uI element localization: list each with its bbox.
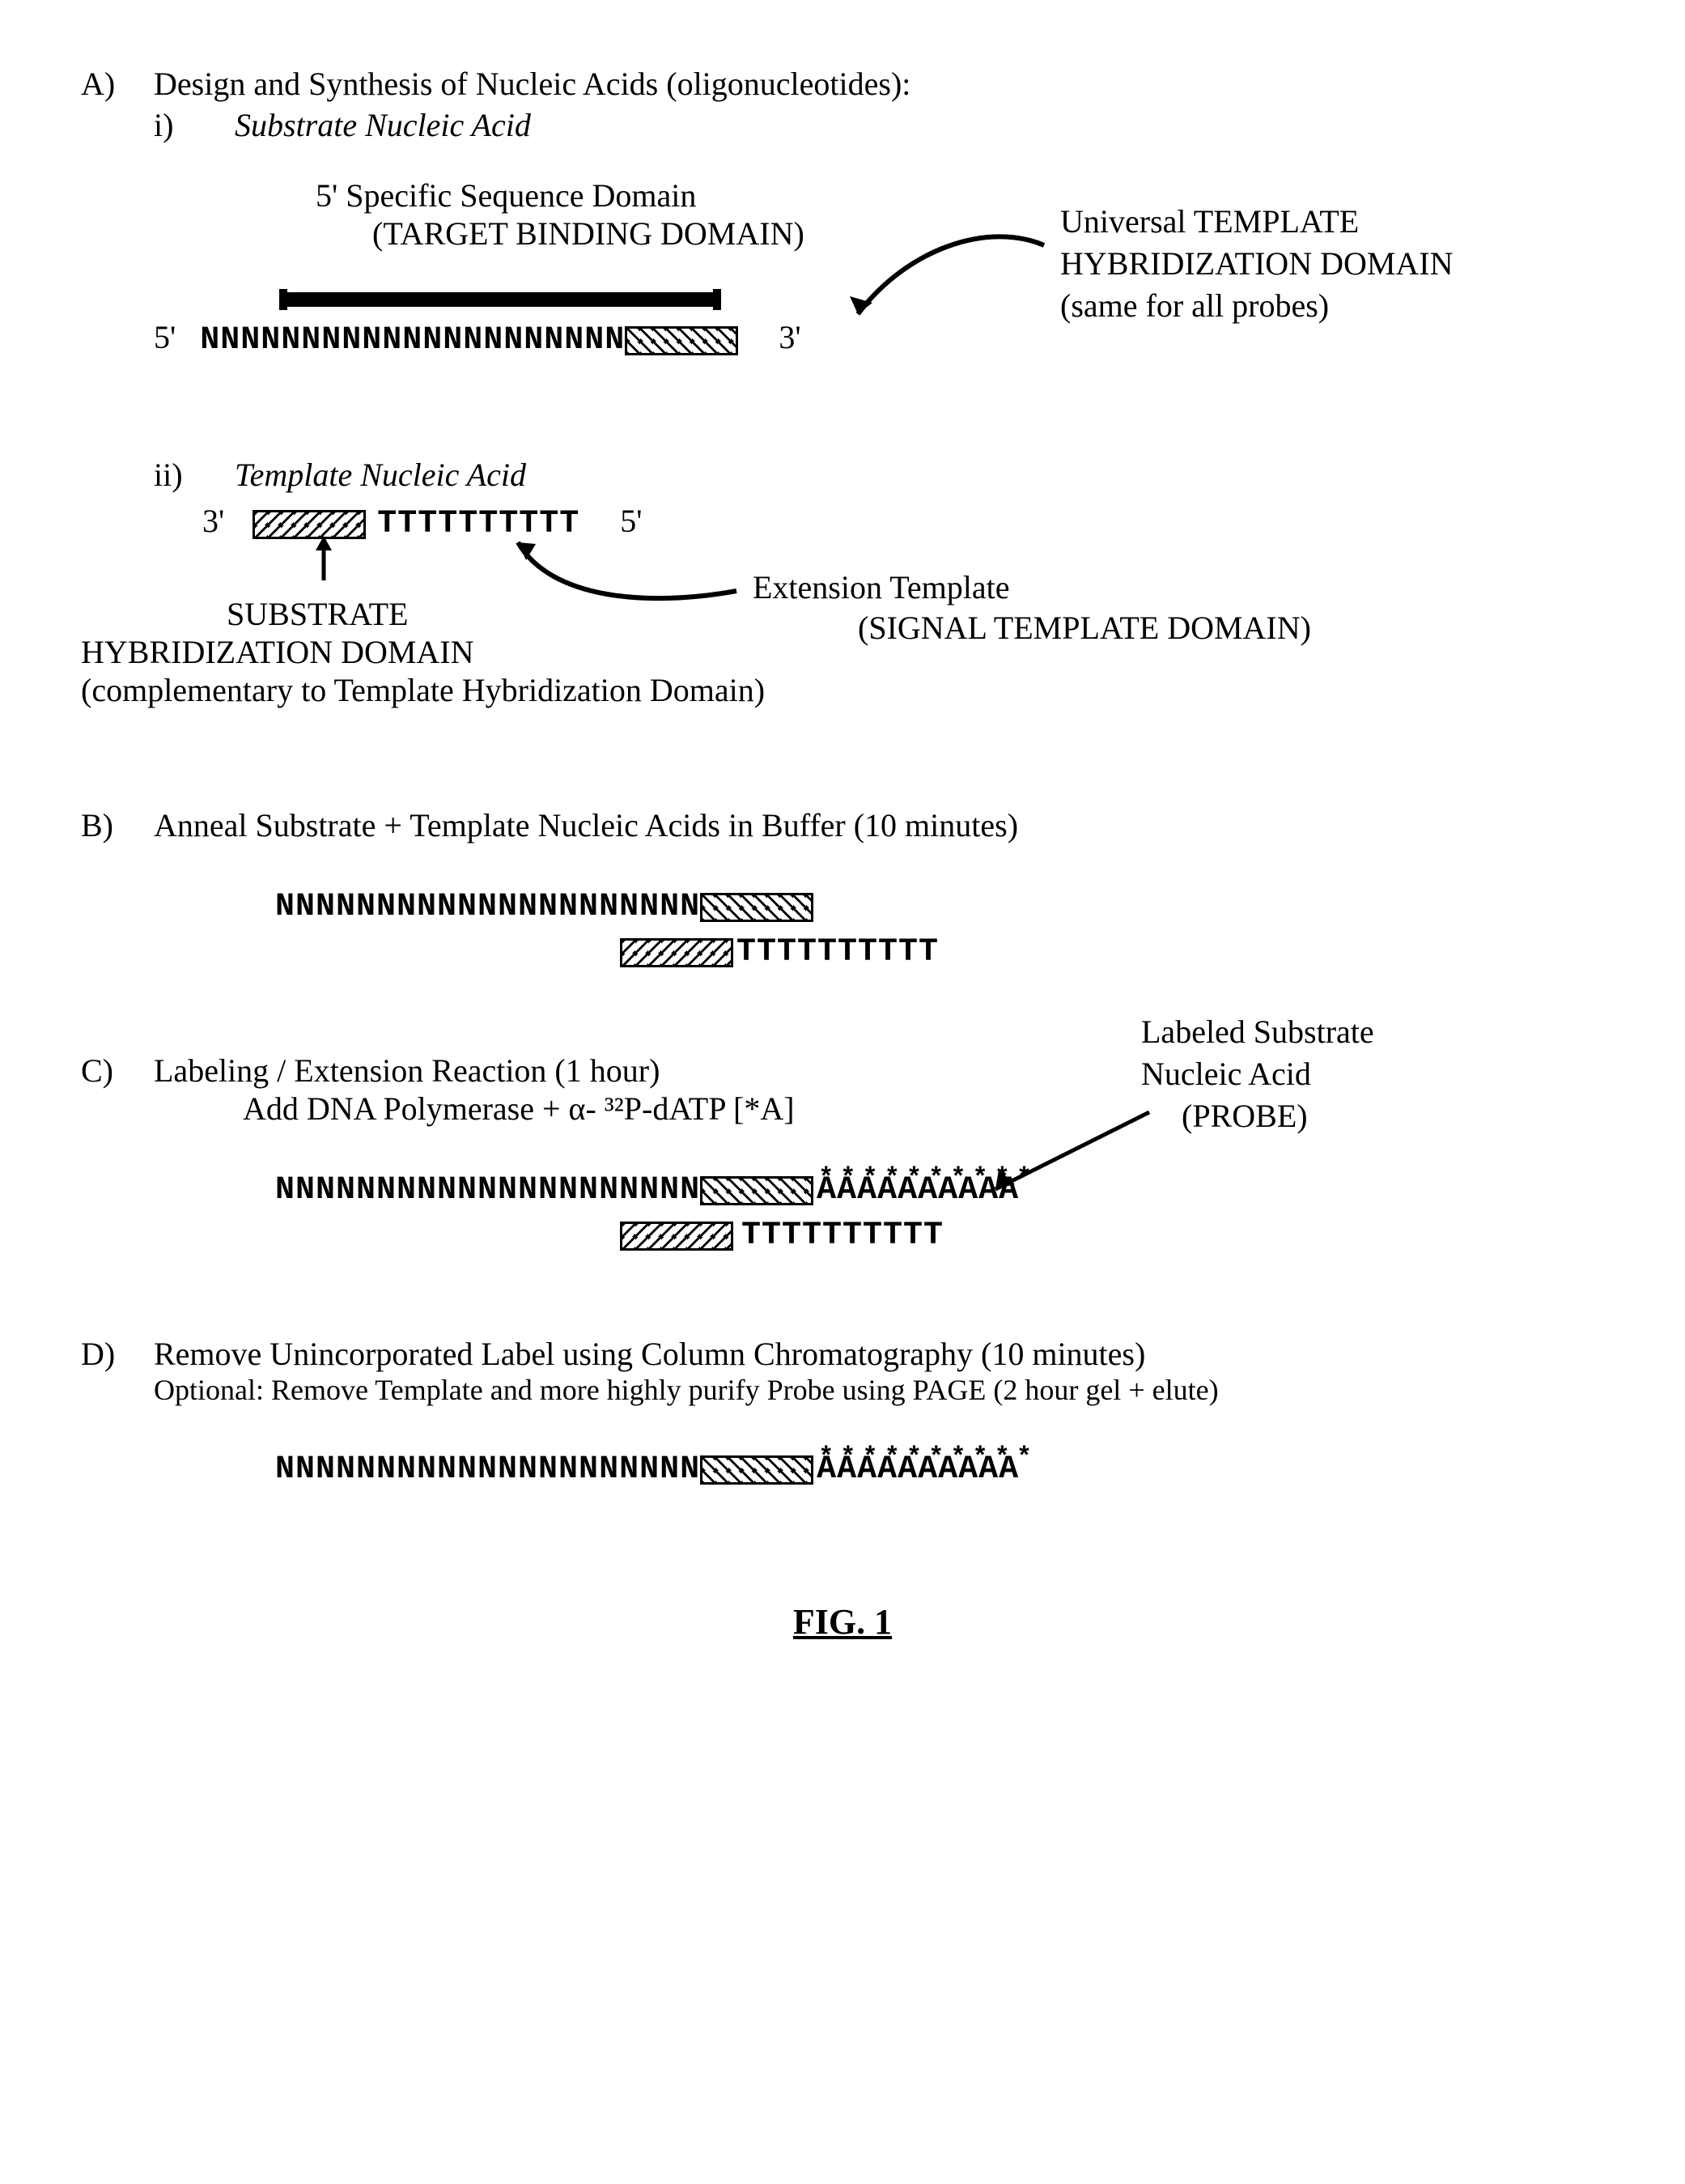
b-tseq: TTTTTTTTTT xyxy=(736,934,939,971)
d-row1: NNNNNNNNNNNNNNNNNNNNN ********** AAAAAAA… xyxy=(275,1447,1604,1488)
d-stars: ********** xyxy=(818,1443,1038,1472)
a-i-5prime: 5' xyxy=(154,319,176,355)
section-a-ii-label: Template Nucleic Acid xyxy=(235,456,526,494)
a-ii-right-label: Extension Template xyxy=(753,567,1010,609)
section-c-sub: Add DNA Polymerase + α- ³²P-dATP [*A] xyxy=(243,1090,1604,1128)
a-i-right-label: Universal TEMPLATE HYBRIDIZATION DOMAIN … xyxy=(1060,201,1454,327)
substrate-hyb-domain-box xyxy=(253,510,366,539)
c-right-2: Nucleic Acid xyxy=(1141,1053,1374,1095)
a-ii-right-label-2: (SIGNAL TEMPLATE DOMAIN) xyxy=(858,607,1311,649)
template-hyb-domain-box xyxy=(625,326,738,355)
b-hatch-top xyxy=(700,893,813,922)
section-a-i-diagram: 5' Specific Sequence Domain (TARGET BIND… xyxy=(154,176,1604,359)
c-right-3: (PROBE) xyxy=(1182,1095,1374,1137)
b-hatch-bottom xyxy=(620,938,733,967)
a-ii-right-2: (SIGNAL TEMPLATE DOMAIN) xyxy=(858,610,1311,646)
section-b: B) Anneal Substrate + Template Nucleic A… xyxy=(81,806,1604,971)
c-nseq: NNNNNNNNNNNNNNNNNNNNN xyxy=(275,1172,700,1209)
arrow-up-to-substrate-icon xyxy=(312,536,336,584)
c-hatch-top xyxy=(700,1176,813,1205)
section-a: A) Design and Synthesis of Nucleic Acids… xyxy=(81,65,1604,709)
section-a-title: Design and Synthesis of Nucleic Acids (o… xyxy=(154,65,1604,103)
c-hatch-bottom xyxy=(620,1222,733,1251)
c-tseq: TTTTTTTTTT xyxy=(741,1217,944,1254)
c-right-1: Labeled Substrate xyxy=(1141,1011,1374,1053)
a-i-right-3: (same for all probes) xyxy=(1060,285,1454,327)
a-ii-left-3: (complementary to Template Hybridization… xyxy=(81,671,1604,709)
section-a-i-num: i) xyxy=(154,106,235,144)
target-binding-bar xyxy=(282,292,719,307)
section-b-title: Anneal Substrate + Template Nucleic Acid… xyxy=(154,806,1604,844)
section-c: C) Labeling / Extension Reaction (1 hour… xyxy=(81,1052,1604,1254)
b-row1: NNNNNNNNNNNNNNNNNNNNN xyxy=(275,885,1604,925)
section-c-body: Labeling / Extension Reaction (1 hour) A… xyxy=(154,1052,1604,1254)
d-hatch xyxy=(700,1455,813,1485)
section-d: D) Remove Unincorporated Label using Col… xyxy=(81,1335,1604,1488)
a-ii-3prime: 3' xyxy=(202,503,224,539)
section-d-sub: Optional: Remove Template and more highl… xyxy=(154,1373,1604,1407)
section-d-title: Remove Unincorporated Label using Column… xyxy=(154,1335,1604,1373)
a-ii-left-2: HYBRIDIZATION DOMAIN xyxy=(81,633,1604,671)
section-c-diagram: NNNNNNNNNNNNNNNNNNNNN ********** AAAAAAA… xyxy=(275,1168,1604,1254)
b-row2: TTTTTTTTTT xyxy=(620,930,1604,971)
section-d-body: Remove Unincorporated Label using Column… xyxy=(154,1335,1604,1488)
section-a-i-label: Substrate Nucleic Acid xyxy=(235,106,531,144)
a-i-3prime: 3' xyxy=(779,319,800,355)
figure-title: FIG. 1 xyxy=(81,1601,1604,1642)
arrow-to-extension-icon xyxy=(486,534,745,615)
section-a-ii-diagram: 3' TTTTTTTTTT 5' Extension Template (SIG… xyxy=(154,502,1604,709)
section-a-body: Design and Synthesis of Nucleic Acids (o… xyxy=(154,65,1604,709)
c-row1: NNNNNNNNNNNNNNNNNNNNN ********** AAAAAAA… xyxy=(275,1168,1604,1209)
section-b-letter: B) xyxy=(81,806,154,844)
section-d-letter: D) xyxy=(81,1335,154,1373)
section-a-ii-num: ii) xyxy=(154,456,235,494)
d-nseq: NNNNNNNNNNNNNNNNNNNNN xyxy=(275,1451,700,1488)
c-row2: TTTTTTTTTT xyxy=(620,1213,1604,1254)
section-c-title: Labeling / Extension Reaction (1 hour) xyxy=(154,1052,1604,1090)
b-nseq: NNNNNNNNNNNNNNNNNNNNN xyxy=(275,889,700,925)
c-right-label: Labeled Substrate Nucleic Acid (PROBE) xyxy=(1141,1011,1374,1137)
a-ii-seq-row: 3' TTTTTTTTTT 5' xyxy=(202,502,1604,542)
section-a-i: i) Substrate Nucleic Acid xyxy=(154,106,1604,144)
section-b-diagram: NNNNNNNNNNNNNNNNNNNNN TTTTTTTTTT xyxy=(275,885,1604,971)
a-ii-right-1: Extension Template xyxy=(753,569,1010,605)
a-i-nseq: NNNNNNNNNNNNNNNNNNNNN xyxy=(200,322,625,359)
section-c-letter: C) xyxy=(81,1052,154,1090)
section-d-diagram: NNNNNNNNNNNNNNNNNNNNN ********** AAAAAAA… xyxy=(275,1447,1604,1488)
section-a-ii: ii) Template Nucleic Acid xyxy=(154,456,1604,494)
a-i-right-2: HYBRIDIZATION DOMAIN xyxy=(1060,243,1454,285)
c-stars: ********** xyxy=(818,1163,1038,1193)
arrow-to-hatch-icon xyxy=(842,233,1052,338)
section-b-body: Anneal Substrate + Template Nucleic Acid… xyxy=(154,806,1604,971)
section-a-letter: A) xyxy=(81,65,154,103)
a-i-right-1: Universal TEMPLATE xyxy=(1060,201,1454,243)
